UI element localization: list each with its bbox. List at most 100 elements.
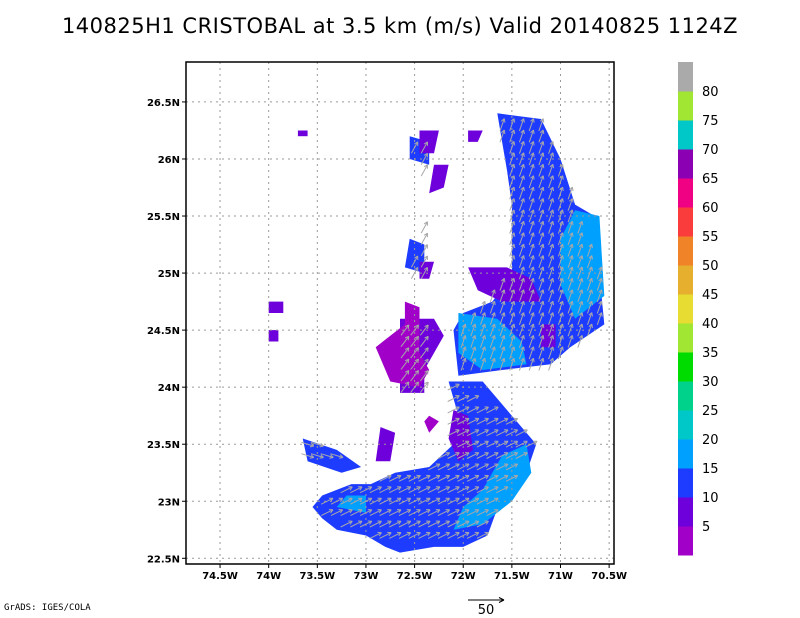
- y-tick-label: 22.5N: [147, 554, 180, 565]
- wind-vector: [538, 186, 545, 200]
- wind-vector: [577, 312, 584, 325]
- wind-vector: [577, 232, 584, 246]
- wind-vector: [410, 324, 419, 336]
- wind-vector: [548, 289, 555, 303]
- wind-vector: [596, 312, 603, 325]
- wind-vector: [389, 509, 402, 517]
- wind-vector: [379, 531, 392, 539]
- wind-vector: [457, 429, 470, 437]
- wind-vector: [518, 232, 525, 246]
- wind-vector: [457, 497, 470, 505]
- wind-vector: [389, 486, 402, 494]
- wind-vector: [340, 509, 353, 517]
- wind-vector: [486, 497, 499, 505]
- wind-vector: [548, 152, 555, 166]
- wind-vector: [457, 474, 470, 482]
- wind-vector: [587, 243, 593, 257]
- wind-vector: [437, 486, 451, 494]
- wind-vector: [496, 440, 509, 448]
- wind-vector: [528, 289, 535, 303]
- wind-vector: [538, 232, 545, 246]
- wind-vector: [466, 520, 480, 528]
- wind-vector: [557, 312, 564, 325]
- wind-vector: [518, 266, 525, 280]
- wind-vector: [466, 509, 480, 517]
- wind-vector: [528, 300, 535, 314]
- wind-vector: [518, 312, 525, 325]
- wind-vector: [340, 497, 353, 505]
- wind-vectors: [301, 118, 603, 539]
- wind-vector: [548, 243, 555, 257]
- wind-vector: [557, 335, 564, 348]
- wind-vector: [528, 118, 535, 132]
- wind-vector: [557, 186, 564, 200]
- wind-vector: [476, 497, 489, 505]
- colorbar-swatch-7: [678, 323, 693, 353]
- wind-vector: [528, 198, 535, 211]
- wind-vector: [457, 531, 470, 539]
- y-tick-label: 26N: [158, 155, 180, 166]
- wind-vector: [420, 266, 428, 280]
- colorbar-swatch-9: [678, 265, 693, 295]
- wind-vector: [398, 497, 412, 505]
- wind-vector: [359, 509, 373, 517]
- colorbar-label: 80: [702, 85, 719, 100]
- wind-vector: [447, 486, 460, 494]
- wind-vector: [515, 452, 528, 459]
- wind-vector: [410, 141, 419, 154]
- x-tick-label: 74W: [256, 571, 281, 582]
- wind-vector: [398, 531, 412, 539]
- wind-vector: [489, 335, 496, 348]
- colorbar-swatch-6: [678, 352, 693, 382]
- wind-vector: [528, 346, 535, 360]
- wind-vector: [369, 531, 382, 539]
- wind-vector: [557, 232, 564, 246]
- wind-vector: [408, 531, 421, 539]
- wind-vector: [596, 300, 603, 314]
- wind-vector: [359, 497, 373, 505]
- wind-vector: [480, 300, 486, 314]
- wind-vector: [486, 440, 499, 448]
- wind-vector: [418, 497, 431, 505]
- wind-vector: [557, 255, 564, 268]
- wind-region-16: [419, 261, 434, 279]
- wind-vector: [447, 497, 460, 505]
- wind-vector: [369, 497, 382, 505]
- axis-ticks: 74.5W 74W 73.5W 73W 72.5W 72W 71.5W 71W 70.5W 22.…: [147, 98, 627, 582]
- wind-vector: [447, 509, 460, 517]
- wind-vector: [518, 209, 525, 223]
- wind-vector: [437, 463, 451, 471]
- wind-vector: [457, 509, 470, 517]
- colorbar-label: 45: [702, 288, 719, 303]
- wind-vector: [587, 266, 593, 280]
- wind-vector: [320, 453, 334, 459]
- wind-vector: [518, 152, 525, 166]
- wind-vector: [557, 277, 564, 291]
- wind-vector: [408, 520, 421, 528]
- wind-vector: [369, 486, 382, 494]
- wind-vector: [350, 497, 363, 505]
- wind-vector: [548, 346, 555, 360]
- wind-vector: [518, 220, 525, 234]
- colorbar-label: 65: [702, 172, 719, 187]
- wind-vector: [486, 486, 499, 494]
- wind-vector: [518, 277, 525, 291]
- wind-vector: [427, 486, 441, 494]
- colorbar: 5 10 15 20 25 30 35 40 45 50 55 60 65 70 75 80: [678, 62, 719, 556]
- wind-vector: [369, 520, 382, 528]
- wind-vector: [499, 323, 506, 337]
- wind-vector: [457, 486, 470, 494]
- wind-vector: [509, 141, 516, 154]
- colorbar-label: 60: [702, 201, 719, 216]
- wind-vector: [480, 346, 486, 360]
- wind-vector: [538, 277, 545, 291]
- wind-vector: [420, 221, 428, 234]
- wind-vector: [480, 335, 486, 348]
- wind-vector: [457, 417, 470, 425]
- wind-vector: [466, 417, 480, 425]
- wind-vector: [379, 474, 392, 482]
- wind-vector: [419, 370, 429, 382]
- wind-vector: [528, 175, 535, 189]
- wind-vector: [509, 323, 516, 337]
- wind-vector: [350, 486, 363, 494]
